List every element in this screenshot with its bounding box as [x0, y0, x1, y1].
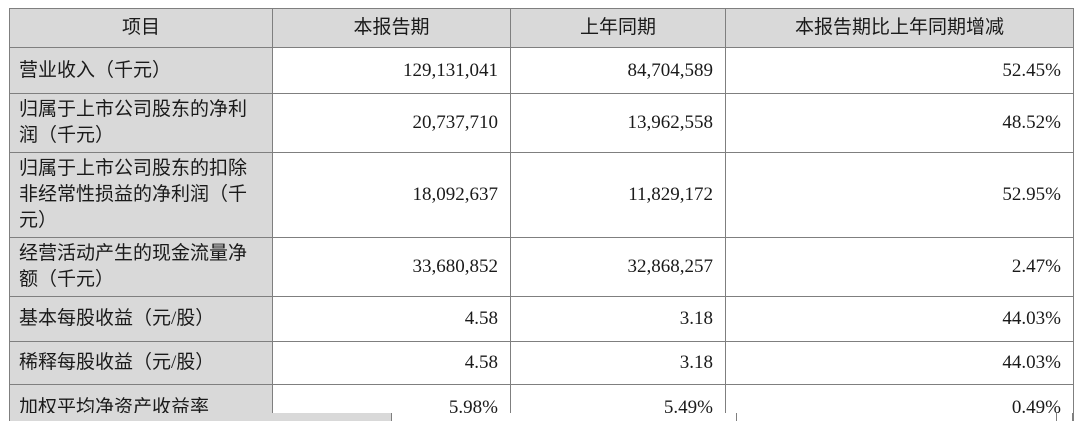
next-row-clipped [9, 413, 1073, 421]
row-change-value: 52.45% [725, 47, 1074, 94]
row-current-value: 4.58 [272, 296, 511, 342]
row-prior-value: 32,868,257 [510, 237, 726, 297]
next-row-label-cell [9, 413, 392, 421]
table-header: 项目 本报告期 上年同期 本报告期比上年同期增减 [9, 8, 1074, 48]
row-prior-value: 13,962,558 [510, 93, 726, 153]
row-item-label: 经营活动产生的现金流量净额（千元） [9, 237, 273, 297]
table-row: 基本每股收益（元/股） 4.58 3.18 44.03% [9, 296, 1074, 342]
table-row: 营业收入（千元） 129,131,041 84,704,589 52.45% [9, 47, 1074, 94]
row-prior-value: 84,704,589 [510, 47, 726, 94]
header-current-period: 本报告期 [272, 8, 511, 48]
row-current-value: 18,092,637 [272, 152, 511, 238]
row-current-value: 129,131,041 [272, 47, 511, 94]
table-row: 归属于上市公司股东的扣除非经常性损益的净利润（千元） 18,092,637 11,8… [9, 152, 1074, 238]
row-item-label: 归属于上市公司股东的净利润（千元） [9, 93, 273, 153]
row-change-value: 2.47% [725, 237, 1074, 297]
row-current-value: 4.58 [272, 341, 511, 385]
row-item-label: 归属于上市公司股东的扣除非经常性损益的净利润（千元） [9, 152, 273, 238]
row-change-value: 48.52% [725, 93, 1074, 153]
row-change-value: 52.95% [725, 152, 1074, 238]
row-current-value: 20,737,710 [272, 93, 511, 153]
table-row: 稀释每股收益（元/股） 4.58 3.18 44.03% [9, 341, 1074, 385]
row-current-value: 33,680,852 [272, 237, 511, 297]
row-item-label: 营业收入（千元） [9, 47, 273, 94]
row-item-label: 基本每股收益（元/股） [9, 296, 273, 342]
row-item-label: 加权平均净资产收益率 [9, 384, 273, 421]
row-item-label: 稀释每股收益（元/股） [9, 341, 273, 385]
header-prior-period: 上年同期 [510, 8, 726, 48]
header-change: 本报告期比上年同期增减 [725, 8, 1074, 48]
row-prior-value: 3.18 [510, 296, 726, 342]
header-row: 项目 本报告期 上年同期 本报告期比上年同期增减 [9, 8, 1074, 48]
row-prior-value: 11,829,172 [510, 152, 726, 238]
next-row-cell [736, 413, 1057, 421]
header-item: 项目 [9, 8, 273, 48]
table-row: 经营活动产生的现金流量净额（千元） 33,680,852 32,868,257 2.4… [9, 237, 1074, 297]
row-prior-value: 3.18 [510, 341, 726, 385]
next-row-cell [1056, 413, 1073, 421]
table-body: 营业收入（千元） 129,131,041 84,704,589 52.45% 归属于上市… [9, 47, 1074, 421]
table-row: 归属于上市公司股东的净利润（千元） 20,737,710 13,962,558 48.… [9, 93, 1074, 153]
row-change-value: 44.03% [725, 341, 1074, 385]
row-change-value: 44.03% [725, 296, 1074, 342]
next-row-cell [391, 413, 737, 421]
financial-summary-table: 项目 本报告期 上年同期 本报告期比上年同期增减 营业收入（千元） 129,131… [9, 8, 1074, 421]
